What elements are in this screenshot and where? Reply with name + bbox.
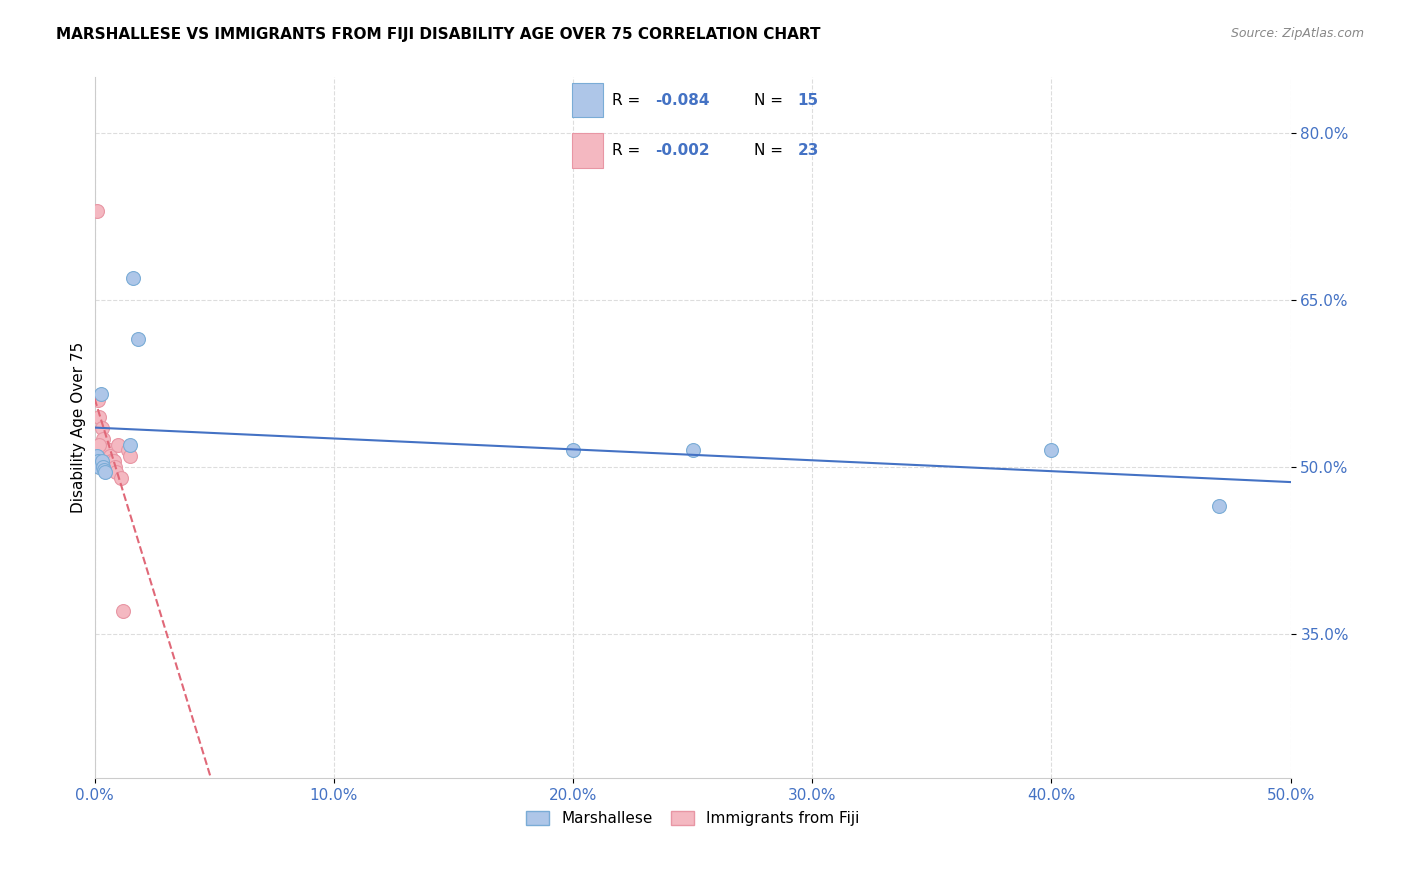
Point bbox=[682, 443, 704, 458]
Point bbox=[120, 437, 142, 451]
Point bbox=[93, 443, 115, 458]
Point bbox=[100, 454, 122, 468]
Text: MARSHALLESE VS IMMIGRANTS FROM FIJI DISABILITY AGE OVER 75 CORRELATION CHART: MARSHALLESE VS IMMIGRANTS FROM FIJI DISA… bbox=[56, 27, 821, 42]
Point bbox=[89, 459, 111, 474]
Point bbox=[1040, 443, 1063, 458]
Point bbox=[90, 387, 112, 401]
Text: -0.084: -0.084 bbox=[655, 93, 710, 108]
Point bbox=[107, 437, 129, 451]
Point bbox=[87, 392, 110, 407]
FancyBboxPatch shape bbox=[572, 83, 603, 118]
Point bbox=[120, 449, 142, 463]
Point bbox=[117, 443, 139, 458]
Point bbox=[98, 449, 121, 463]
Point bbox=[89, 409, 111, 424]
Point bbox=[105, 466, 128, 480]
Legend: Marshallese, Immigrants from Fiji: Marshallese, Immigrants from Fiji bbox=[519, 804, 868, 834]
FancyBboxPatch shape bbox=[572, 134, 603, 168]
Point bbox=[86, 203, 108, 218]
Point bbox=[103, 454, 125, 468]
Text: N =: N = bbox=[754, 143, 787, 158]
Point bbox=[104, 459, 127, 474]
Text: 23: 23 bbox=[797, 143, 818, 158]
Point bbox=[127, 332, 149, 346]
Point bbox=[94, 466, 117, 480]
Point bbox=[94, 449, 117, 463]
Point bbox=[110, 471, 132, 485]
Point bbox=[101, 459, 124, 474]
Point bbox=[562, 443, 585, 458]
Y-axis label: Disability Age Over 75: Disability Age Over 75 bbox=[72, 343, 86, 514]
Text: R =: R = bbox=[612, 143, 645, 158]
Point bbox=[89, 459, 111, 474]
Point bbox=[93, 463, 115, 477]
Point bbox=[1208, 499, 1230, 513]
Point bbox=[90, 454, 112, 468]
Point bbox=[87, 437, 110, 451]
Text: 15: 15 bbox=[797, 93, 818, 108]
Point bbox=[121, 270, 143, 285]
Point bbox=[87, 454, 110, 468]
Point bbox=[90, 449, 112, 463]
Point bbox=[97, 443, 120, 458]
Text: Source: ZipAtlas.com: Source: ZipAtlas.com bbox=[1230, 27, 1364, 40]
Point bbox=[96, 454, 118, 468]
Point bbox=[90, 421, 112, 435]
Point bbox=[91, 432, 114, 446]
Text: R =: R = bbox=[612, 93, 645, 108]
Point bbox=[112, 604, 135, 618]
Point bbox=[91, 459, 114, 474]
Text: -0.002: -0.002 bbox=[655, 143, 710, 158]
Point bbox=[86, 449, 108, 463]
Text: N =: N = bbox=[754, 93, 787, 108]
